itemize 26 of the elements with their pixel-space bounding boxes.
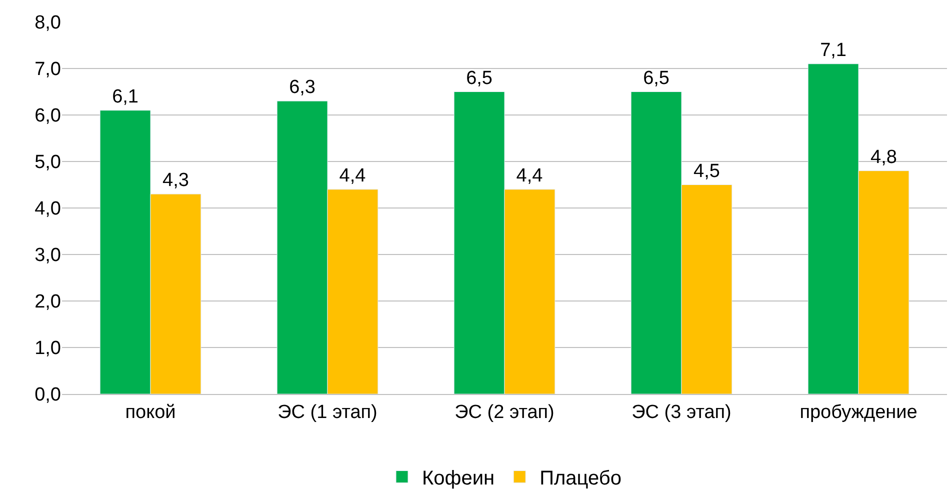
y-tick-label: 8,0 <box>34 12 61 34</box>
y-tick-label: 6,0 <box>34 106 61 127</box>
y-tick-label: 0,0 <box>34 384 61 406</box>
data-label: 4,5 <box>694 160 720 182</box>
y-tick-label: 3,0 <box>34 245 61 266</box>
x-tick-label: пробуждение <box>800 402 918 423</box>
y-tick-label: 5,0 <box>34 152 61 174</box>
x-tick-label: ЭС (2 этап) <box>454 402 554 423</box>
x-tick-label: покой <box>125 402 176 423</box>
data-label: 4,3 <box>162 170 189 192</box>
data-label: 6,5 <box>643 68 670 89</box>
y-tick-label: 4,0 <box>34 198 61 220</box>
y-tick-label: 2,0 <box>34 292 61 313</box>
data-label: 6,3 <box>289 77 316 98</box>
legend-label: Плацебо <box>540 468 622 490</box>
x-tick-label: ЭС (1 этап) <box>278 402 378 423</box>
data-label: 6,1 <box>112 86 138 108</box>
data-label: 6,5 <box>466 68 492 89</box>
x-tick-label: ЭС (3 этап) <box>632 402 732 423</box>
data-label: 4,4 <box>516 165 544 186</box>
legend-label: Кофеин <box>422 468 495 490</box>
data-label: 4,4 <box>339 165 366 186</box>
data-label: 4,8 <box>870 146 897 168</box>
y-tick-label: 7,0 <box>34 59 61 80</box>
y-tick-label: 1,0 <box>34 338 61 360</box>
data-label: 7,1 <box>820 40 846 61</box>
